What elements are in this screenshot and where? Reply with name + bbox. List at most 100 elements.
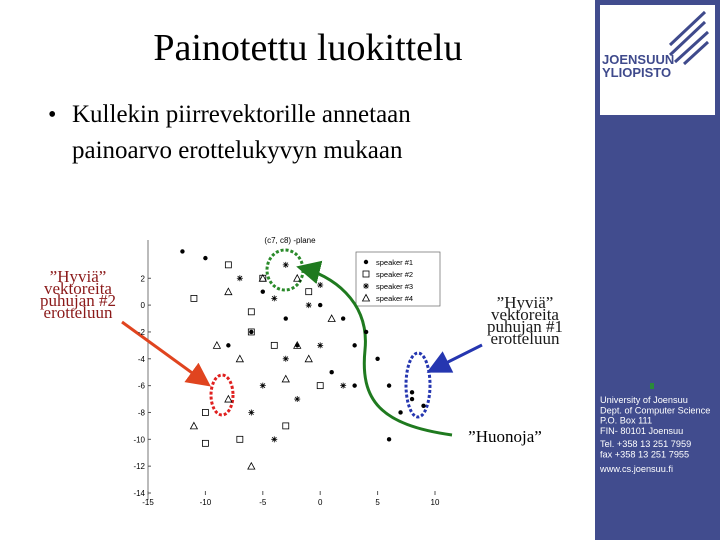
- point: [271, 436, 278, 443]
- point: [271, 295, 278, 302]
- point: [235, 354, 245, 363]
- point: [247, 328, 255, 336]
- point: [386, 437, 392, 442]
- bullet-text: Kullekin piirrevektorille annetaan: [72, 101, 411, 128]
- point: [270, 341, 278, 349]
- point: [282, 261, 289, 268]
- point: [282, 422, 290, 430]
- point: [247, 461, 256, 470]
- unit-text: Department of Computer Science: [610, 103, 707, 110]
- point: [201, 439, 209, 447]
- point: [224, 394, 233, 403]
- annotation: erotteluun: [44, 303, 113, 322]
- point: [249, 329, 254, 335]
- point: [224, 287, 233, 296]
- point: [317, 342, 324, 349]
- point: [293, 273, 302, 282]
- x-tick-label: 5: [375, 498, 380, 507]
- red-arrow: [121, 320, 211, 387]
- point: [361, 293, 371, 302]
- point: [283, 316, 288, 321]
- logo-text: JOENSUUN: [602, 52, 674, 67]
- y-tick-label: -8: [138, 408, 146, 417]
- annotation: ”Hyviä”: [497, 293, 554, 312]
- point: [293, 341, 302, 349]
- y-tick-label: -4: [138, 355, 146, 364]
- point: [340, 316, 346, 321]
- point: [180, 249, 185, 254]
- y-tick-label: -12: [133, 462, 145, 471]
- point: [189, 421, 199, 430]
- blue-ellipse: [404, 351, 432, 419]
- y-tick-label: -6: [138, 382, 146, 391]
- point: [340, 382, 347, 389]
- red-ellipse: [209, 373, 235, 417]
- x-tick-label: -5: [259, 498, 267, 507]
- point: [305, 302, 312, 309]
- point: [236, 435, 244, 443]
- point: [212, 341, 222, 349]
- point: [236, 275, 243, 282]
- contact-text: Tel. +358 13 251 7959: [600, 439, 691, 449]
- contact-text: www.cs.joensuu.fi: [599, 464, 673, 474]
- point: [386, 383, 392, 388]
- point: [409, 396, 415, 402]
- point: [226, 343, 231, 348]
- x-tick-label: -15: [142, 498, 154, 507]
- point: [203, 255, 208, 261]
- y-tick-label: 0: [141, 301, 146, 310]
- point: [316, 382, 324, 390]
- point: [304, 354, 313, 363]
- point: [260, 289, 265, 294]
- point: [282, 355, 289, 362]
- point: [398, 410, 403, 415]
- annotation: ”Huonoja”: [468, 427, 542, 446]
- point: [409, 390, 415, 395]
- logo-text: YLIOPISTO: [602, 65, 671, 80]
- point: [247, 308, 255, 316]
- slide-title: Painotettu luokittelu: [153, 27, 462, 69]
- green-arrow: [296, 260, 453, 437]
- point: [281, 374, 290, 383]
- point: [258, 273, 267, 282]
- legend-label: speaker #3: [376, 282, 413, 291]
- annotation: vektoreita: [491, 305, 559, 324]
- x-tick-label: -10: [200, 498, 212, 507]
- point: [190, 294, 198, 302]
- point: [363, 259, 369, 265]
- legend-label: speaker #4: [376, 294, 413, 303]
- unit-text: University of Joensuu: [627, 95, 690, 102]
- y-tick-label: -10: [133, 435, 145, 444]
- contact-text: Dept. of Computer Science: [600, 405, 710, 415]
- point: [421, 403, 426, 408]
- point: [259, 382, 266, 389]
- annotation: ”Hyviä”: [50, 267, 107, 286]
- bullet-dot: [650, 383, 654, 389]
- point: [362, 270, 370, 278]
- contact-text: FIN- 80101 Joensuu: [600, 426, 683, 436]
- point: [375, 356, 380, 361]
- point: [305, 288, 313, 296]
- point: [327, 314, 336, 322]
- plot-title: (c7, c8) -plane: [264, 236, 316, 245]
- point: [363, 283, 369, 289]
- legend-box: [355, 251, 441, 307]
- y-tick-label: -2: [138, 328, 146, 337]
- blue-arrow: [426, 343, 483, 373]
- point: [329, 370, 334, 375]
- contact-text: P.O. Box 111: [600, 416, 652, 426]
- legend-label: speaker #2: [376, 270, 413, 279]
- y-tick-label: 2: [141, 274, 146, 283]
- point: [317, 281, 324, 288]
- annotation: erotteluun: [491, 329, 560, 348]
- y-tick-label: -14: [133, 489, 145, 498]
- annotation: puhujan #1: [487, 317, 563, 336]
- annotation: vektoreita: [44, 279, 112, 298]
- bullet-mark: •: [48, 102, 56, 128]
- logo-mark: [668, 10, 710, 66]
- logo-box: [600, 5, 715, 115]
- point: [248, 409, 255, 416]
- contact-text: University of Joensuu: [600, 395, 688, 405]
